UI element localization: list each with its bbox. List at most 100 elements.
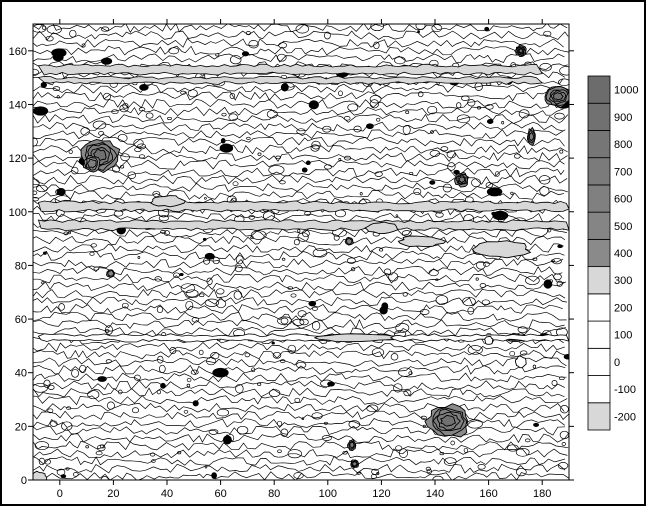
contour-loop <box>308 300 317 307</box>
contour-loop <box>118 389 123 395</box>
y-tick-label: 0 <box>21 475 27 487</box>
contour-loop <box>353 125 362 133</box>
colorbar-cell <box>587 184 611 213</box>
contour-loop <box>33 106 49 116</box>
colorbar-label: 600 <box>614 194 632 206</box>
contour-loop <box>133 138 144 148</box>
contour-loop <box>343 116 351 121</box>
contour-loop <box>117 133 128 143</box>
x-tick-label: 100 <box>319 488 337 500</box>
contour-loop <box>204 465 208 469</box>
contour-line <box>33 471 569 480</box>
contour-loop <box>122 102 129 109</box>
contour-loop <box>41 281 45 285</box>
contour-loop <box>293 239 300 246</box>
contour-loop <box>467 419 483 429</box>
contour-loop <box>179 272 184 277</box>
contour-features <box>33 44 569 480</box>
contour-loop <box>419 309 430 315</box>
contour-loop <box>105 359 112 364</box>
contour-loop <box>292 318 305 326</box>
contour-loop <box>558 376 565 381</box>
contour-loop <box>79 364 87 374</box>
contour-line <box>33 152 568 162</box>
contour-loop <box>295 24 310 34</box>
contour-loop <box>131 407 140 414</box>
contour-loop <box>268 165 285 175</box>
contour-loop <box>301 167 308 173</box>
contour-loop <box>47 408 54 414</box>
contour-loop <box>456 102 462 109</box>
contour-peak <box>346 237 353 245</box>
contour-loop <box>287 449 302 459</box>
contour-loop <box>45 35 54 42</box>
colorbar-cell <box>587 102 611 131</box>
contour-loop <box>290 293 297 298</box>
contour-loop <box>475 277 479 281</box>
contour-loop <box>192 400 199 407</box>
contour-loop <box>402 292 408 297</box>
contour-loop <box>158 215 169 222</box>
contour-patch <box>33 470 48 480</box>
contour-loop <box>456 114 471 124</box>
y-tick-label: 40 <box>15 368 27 380</box>
colorbar-label: 200 <box>614 302 632 314</box>
contour-line <box>33 448 568 459</box>
contour-patch <box>471 240 532 259</box>
contour-loop <box>112 165 121 173</box>
colorbar-label: 0 <box>614 357 620 369</box>
contour-loop <box>482 261 490 267</box>
contour-loop <box>376 117 381 122</box>
contour-loop <box>370 24 385 32</box>
contour-loop <box>395 323 410 333</box>
contour-loop <box>92 120 107 130</box>
contour-loop <box>467 306 475 315</box>
contour-loop <box>347 257 356 264</box>
contour-loop <box>347 103 359 112</box>
contour-loop <box>139 154 145 159</box>
contour-loop <box>376 472 380 475</box>
contour-loop <box>486 119 494 124</box>
contour-hole <box>514 355 527 369</box>
colorbar-cell <box>587 75 611 104</box>
contour-loop <box>33 382 49 393</box>
contour-loop <box>71 166 79 175</box>
contour-loop <box>388 272 399 282</box>
colorbar-cell <box>587 320 611 349</box>
contour-loop <box>533 422 540 427</box>
contour-loop <box>324 31 331 40</box>
contour-loop <box>93 266 100 271</box>
contour-loop <box>257 382 262 386</box>
contour-line <box>33 258 564 269</box>
colorbar-cell <box>587 238 611 268</box>
contour-loop <box>333 234 340 241</box>
contour-loop <box>173 272 180 278</box>
contour-line <box>33 136 565 147</box>
contour-loop <box>420 415 427 420</box>
y-axis: 0 20 40 60 80 100 120 140 160 <box>9 46 574 487</box>
contour-loop <box>287 344 297 354</box>
contour-loop <box>244 352 250 358</box>
contour-loop <box>241 51 250 57</box>
contour-loop <box>443 457 457 466</box>
contour-loop <box>233 290 243 300</box>
contour-loop <box>312 248 328 258</box>
contour-line <box>33 273 565 284</box>
contour-peak <box>528 131 535 142</box>
contour-loop <box>417 91 424 98</box>
contour-loop <box>408 171 414 176</box>
contour-loop <box>311 140 321 150</box>
contour-loop <box>248 214 255 220</box>
contour-band <box>37 333 569 343</box>
contour-loop <box>429 180 436 185</box>
contour-loop <box>311 412 323 420</box>
contour-loop <box>198 349 204 356</box>
contour-loop <box>507 444 519 452</box>
contour-loop <box>98 131 105 136</box>
contour-loop <box>524 438 531 443</box>
contour-loop <box>220 138 226 144</box>
contour-loop <box>277 316 293 326</box>
contour-loop <box>202 237 207 241</box>
contour-loop <box>160 382 166 389</box>
contour-loop <box>104 329 110 333</box>
